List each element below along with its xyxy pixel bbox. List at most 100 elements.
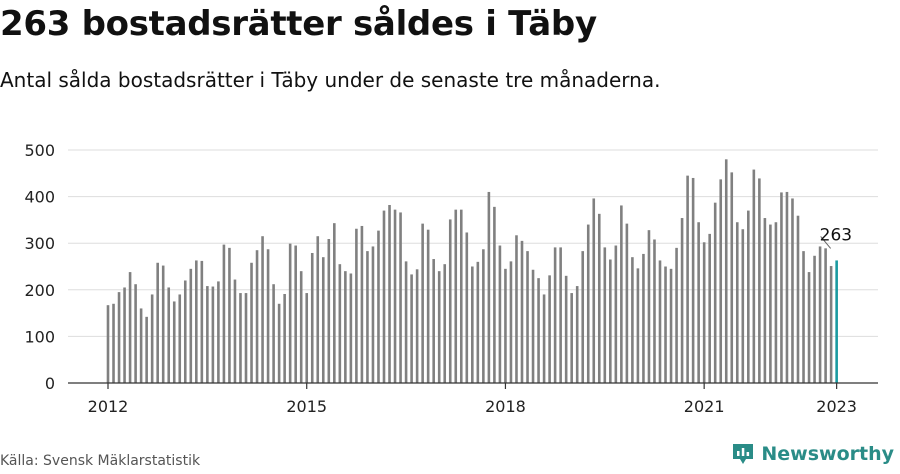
- bar: [134, 284, 137, 383]
- bar: [366, 251, 369, 383]
- bar: [432, 259, 435, 383]
- bar: [233, 279, 237, 383]
- bar: [691, 177, 695, 383]
- bar: [559, 247, 562, 383]
- bar: [774, 222, 778, 383]
- bar-chart-logo-icon: [733, 444, 754, 464]
- highlight-value-label: 263: [820, 225, 852, 245]
- bar: [829, 266, 833, 383]
- annotation-leader: [820, 236, 832, 249]
- bar: [653, 239, 656, 383]
- bar: [355, 228, 358, 383]
- bar: [145, 316, 148, 383]
- bar: [735, 222, 739, 383]
- y-tick-label: 200: [24, 281, 55, 300]
- bar: [261, 236, 264, 383]
- bar: [686, 175, 689, 383]
- bar: [724, 159, 728, 383]
- bar: [178, 294, 182, 383]
- bar: [493, 206, 496, 383]
- bar: [575, 286, 579, 383]
- bar: [647, 230, 651, 383]
- bar: [708, 233, 711, 383]
- bar: [802, 251, 805, 383]
- bar: [625, 223, 629, 383]
- bar: [609, 259, 612, 383]
- bar: [669, 268, 673, 383]
- bar: [255, 250, 259, 383]
- bar: [327, 239, 331, 383]
- bar: [415, 269, 419, 383]
- y-axis-ticks: 0 100 200 300 400 500: [24, 141, 55, 393]
- brand-logo[interactable]: Newsworthy: [731, 442, 894, 466]
- bar: [785, 191, 789, 383]
- bar: [128, 272, 132, 383]
- y-tick-label: 500: [24, 141, 55, 160]
- bar: [443, 264, 447, 383]
- y-tick-label: 300: [24, 234, 55, 253]
- bar-chart: 0 100 200 300 400 500 2012 2015 2018 2021 2023 26…: [24, 141, 878, 416]
- bar: [498, 245, 502, 383]
- bar: [288, 243, 292, 383]
- y-tick-label: 400: [24, 188, 55, 207]
- bar: [421, 223, 424, 383]
- bar: [200, 260, 204, 383]
- bars: [106, 159, 838, 383]
- bar: [349, 273, 353, 383]
- bar: [504, 268, 507, 383]
- bar: [161, 265, 165, 383]
- bar: [272, 284, 275, 383]
- x-tick-label: 2012: [88, 397, 129, 416]
- bar: [206, 286, 209, 383]
- bar: [570, 293, 573, 383]
- bar: [818, 246, 822, 383]
- bar: [437, 271, 441, 383]
- bar: [217, 281, 220, 383]
- bar: [586, 224, 590, 383]
- bar: [796, 215, 800, 383]
- bar: [642, 253, 645, 383]
- bar: [542, 294, 546, 383]
- bar: [719, 179, 723, 383]
- bar: [316, 236, 320, 383]
- bar: [636, 268, 640, 383]
- bar: [222, 244, 226, 383]
- bar: [702, 242, 706, 383]
- bar: [581, 251, 585, 383]
- bar: [548, 275, 551, 383]
- bar: [106, 305, 110, 383]
- bar: [305, 293, 309, 383]
- x-tick-label: 2023: [816, 397, 857, 416]
- bar: [471, 266, 474, 383]
- bar: [393, 209, 397, 383]
- bar: [156, 262, 159, 383]
- bar: [824, 248, 827, 383]
- bar: [515, 235, 518, 383]
- x-tick-label: 2018: [485, 397, 526, 416]
- bar: [531, 269, 535, 383]
- bar: [614, 245, 618, 383]
- bar: [564, 275, 568, 383]
- bar: [592, 198, 596, 383]
- bar: [299, 271, 303, 383]
- source-note: Källa: Svensk Mäklarstatistik: [0, 453, 201, 469]
- bar: [388, 204, 391, 383]
- bar: [211, 286, 215, 383]
- bar: [680, 218, 684, 383]
- bar: [344, 271, 347, 383]
- bar: [426, 229, 430, 383]
- bar: [239, 293, 242, 383]
- bar: [112, 303, 115, 383]
- bar: [741, 229, 745, 383]
- bar: [172, 301, 176, 383]
- highlight-annotation: 263: [820, 225, 852, 249]
- bar: [410, 274, 413, 383]
- bar: [631, 257, 634, 383]
- bar: [250, 262, 253, 383]
- bar: [294, 245, 297, 383]
- bar: [482, 249, 485, 383]
- bar: [537, 278, 540, 383]
- bar: [371, 246, 375, 383]
- bar: [487, 191, 491, 383]
- bar: [377, 230, 380, 383]
